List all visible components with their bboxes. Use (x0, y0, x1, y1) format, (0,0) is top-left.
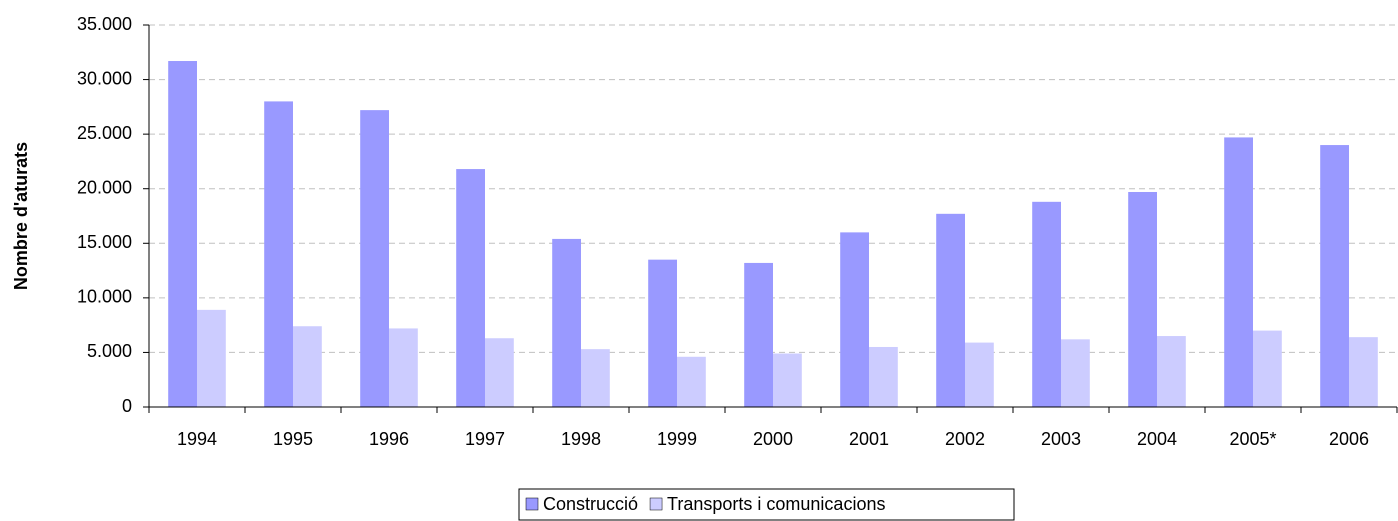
x-tick-label: 1996 (369, 429, 409, 449)
y-tick-label: 30.000 (77, 68, 132, 88)
legend-label: Construcció (543, 494, 638, 514)
bar (965, 342, 994, 407)
bar (389, 328, 418, 407)
y-tick-label: 25.000 (77, 123, 132, 143)
legend-swatch (525, 497, 539, 511)
bar (168, 61, 197, 407)
bar (1157, 336, 1186, 407)
y-tick-label: 5.000 (87, 341, 132, 361)
bar (1253, 330, 1282, 407)
x-tick-label: 1995 (273, 429, 313, 449)
bar (648, 259, 677, 407)
legend (518, 488, 1015, 521)
x-tick-label: 2004 (1137, 429, 1177, 449)
bar (360, 110, 389, 407)
x-tick-label: 1997 (465, 429, 505, 449)
bar (264, 101, 293, 408)
bar (456, 169, 485, 407)
bar (869, 346, 898, 407)
bar (840, 232, 869, 407)
bar (552, 238, 581, 407)
bar (744, 262, 773, 407)
y-tick-label: 15.000 (77, 232, 132, 252)
y-tick-label: 0 (122, 396, 132, 416)
bar (1128, 191, 1157, 407)
bar (485, 338, 514, 407)
x-tick-label: 2005* (1229, 429, 1276, 449)
legend-swatch (649, 497, 663, 511)
y-axis-label: Nombre d'aturats (11, 142, 31, 290)
bar (293, 326, 322, 407)
bar (581, 349, 610, 407)
y-tick-label: 35.000 (77, 14, 132, 34)
y-tick-label: 10.000 (77, 287, 132, 307)
x-tick-label: 1998 (561, 429, 601, 449)
x-tick-label: 2000 (753, 429, 793, 449)
y-tick-label: 20.000 (77, 177, 132, 197)
bar (936, 213, 965, 407)
bar (1032, 201, 1061, 407)
x-tick-label: 2006 (1329, 429, 1369, 449)
x-tick-label: 2001 (849, 429, 889, 449)
bar (677, 356, 706, 407)
bar (773, 353, 802, 407)
x-tick-label: 1994 (177, 429, 217, 449)
bar (1061, 339, 1090, 407)
bar (1320, 145, 1349, 408)
bar (1224, 137, 1253, 407)
x-tick-label: 2002 (945, 429, 985, 449)
bar (197, 309, 226, 407)
x-tick-label: 1999 (657, 429, 697, 449)
bar (1349, 337, 1378, 407)
legend-label: Transports i comunicacions (667, 494, 885, 514)
x-tick-label: 2003 (1041, 429, 1081, 449)
